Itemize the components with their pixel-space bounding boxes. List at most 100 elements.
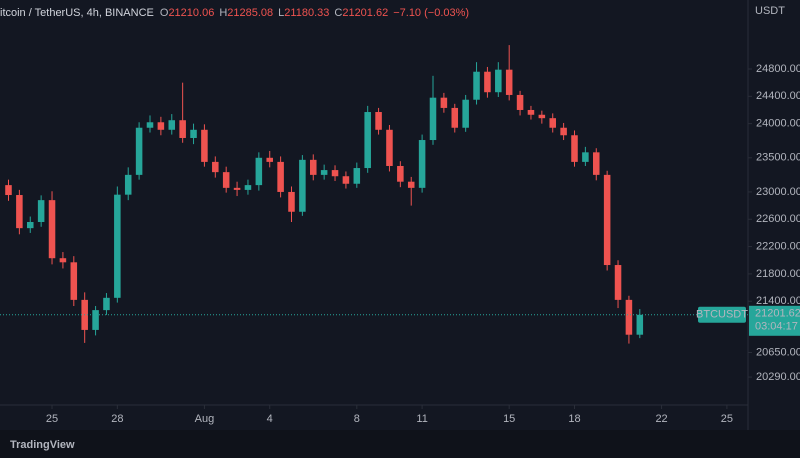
candle-body [462, 99, 469, 128]
candle-body [37, 200, 45, 223]
candle-body [549, 118, 556, 128]
candle-body [320, 170, 328, 175]
x-tick-label: 18 [568, 413, 580, 425]
candle-body [473, 71, 480, 100]
y-tick-label: 22200.00 [756, 240, 800, 252]
candle-body [233, 187, 241, 190]
ohlc-label: O [160, 7, 169, 19]
change: −7.10 (−0.03%) [393, 7, 469, 19]
candle-body [353, 168, 361, 184]
candle-body [212, 161, 219, 173]
ohlc-value: 21201.62 [342, 7, 388, 19]
candle-body [375, 112, 382, 130]
symbol-tag: BTCUSDT [696, 309, 748, 321]
y-tick-label: 24000.00 [756, 118, 800, 130]
x-tick-label: 15 [503, 413, 515, 425]
header: itcoin / TetherUS, 4h, BINANCE O21210.06 H… [0, 7, 469, 19]
candle-body [625, 299, 633, 335]
x-tick-label: 28 [111, 413, 123, 425]
candle-body [146, 122, 154, 128]
candle-body [636, 314, 644, 335]
candle-body [331, 170, 339, 177]
candle-body [386, 129, 393, 166]
ohlc-label: C [334, 7, 342, 19]
x-tick-label: 25 [721, 413, 733, 425]
ohlc: O21210.06 H21285.08 L21180.33 C21201.62 −7.1… [160, 7, 469, 19]
candle-body [266, 157, 273, 162]
candle-body [70, 262, 78, 300]
candle-body [255, 157, 263, 186]
candle-body [135, 127, 143, 175]
ohlc-value: 21210.06 [168, 7, 214, 19]
candle-body [92, 310, 99, 330]
y-tick-label: 20290.00 [756, 371, 800, 383]
candle-body [168, 120, 176, 130]
candle-body [571, 135, 578, 162]
countdown: 03:04:17 [755, 321, 798, 333]
x-tick-label: 11 [416, 413, 427, 425]
y-tick-label: 20650.00 [756, 346, 800, 358]
candle-body [516, 94, 524, 110]
candle-body [484, 71, 491, 93]
candle-body [114, 194, 121, 298]
candle-body [179, 120, 186, 138]
y-unit: USDT [755, 5, 785, 17]
candle-body [418, 140, 426, 188]
y-tick-label: 21800.00 [756, 268, 800, 280]
y-tick-label: 23000.00 [756, 186, 800, 198]
candle-body [157, 122, 165, 130]
price-tag: 21201.62 [755, 308, 800, 320]
footer-bar [0, 430, 800, 458]
candle-body [59, 258, 67, 263]
candle-body [244, 185, 252, 190]
candle-body [190, 129, 197, 138]
candle-body [342, 176, 350, 184]
symbol-tag-box [698, 306, 746, 323]
brand: TradingView [10, 439, 75, 451]
candle-body [538, 114, 546, 119]
candle-body [397, 165, 404, 182]
price-tag-box [749, 305, 800, 336]
y-tick-label: 24400.00 [756, 90, 800, 102]
brand-name: TradingView [10, 439, 75, 451]
candle-body [603, 174, 611, 266]
y-tick-label: 21400.00 [756, 295, 800, 307]
candle-body [407, 181, 415, 188]
candle-body [560, 127, 567, 136]
candle-body [451, 107, 459, 128]
candle-body [288, 191, 295, 212]
candle-body [48, 200, 56, 259]
y-tick-label: 22600.00 [756, 213, 800, 225]
ohlc-label: L [278, 7, 284, 19]
y-tick-label: 23500.00 [756, 152, 800, 164]
candle-body [527, 109, 535, 115]
candle-body [5, 185, 12, 196]
ohlc-value: 21285.08 [227, 7, 273, 19]
candle-body [614, 265, 622, 300]
candle-body [582, 152, 589, 162]
candle-body [429, 97, 437, 141]
candle-body [505, 69, 513, 95]
candle-body [495, 69, 502, 93]
candle-body [26, 222, 34, 229]
candle-body [222, 172, 230, 188]
x-tick-label: Aug [195, 413, 215, 425]
candle-body [124, 174, 132, 195]
candle-body [16, 195, 23, 229]
candle-body [309, 159, 317, 175]
symbol: itcoin / TetherUS, 4h, BINANCE [0, 7, 154, 19]
candle-body [103, 297, 110, 311]
candle-body [201, 129, 208, 162]
x-tick-label: 22 [655, 413, 667, 425]
candle-body [299, 159, 306, 212]
candle-body [593, 152, 600, 175]
y-tick-label: 24800.00 [756, 63, 800, 75]
ohlc-label: H [219, 7, 227, 19]
x-tick-label: 4 [267, 413, 273, 425]
x-tick-label: 8 [354, 413, 360, 425]
x-tick-label: 25 [46, 413, 58, 425]
candle-body [364, 112, 371, 169]
